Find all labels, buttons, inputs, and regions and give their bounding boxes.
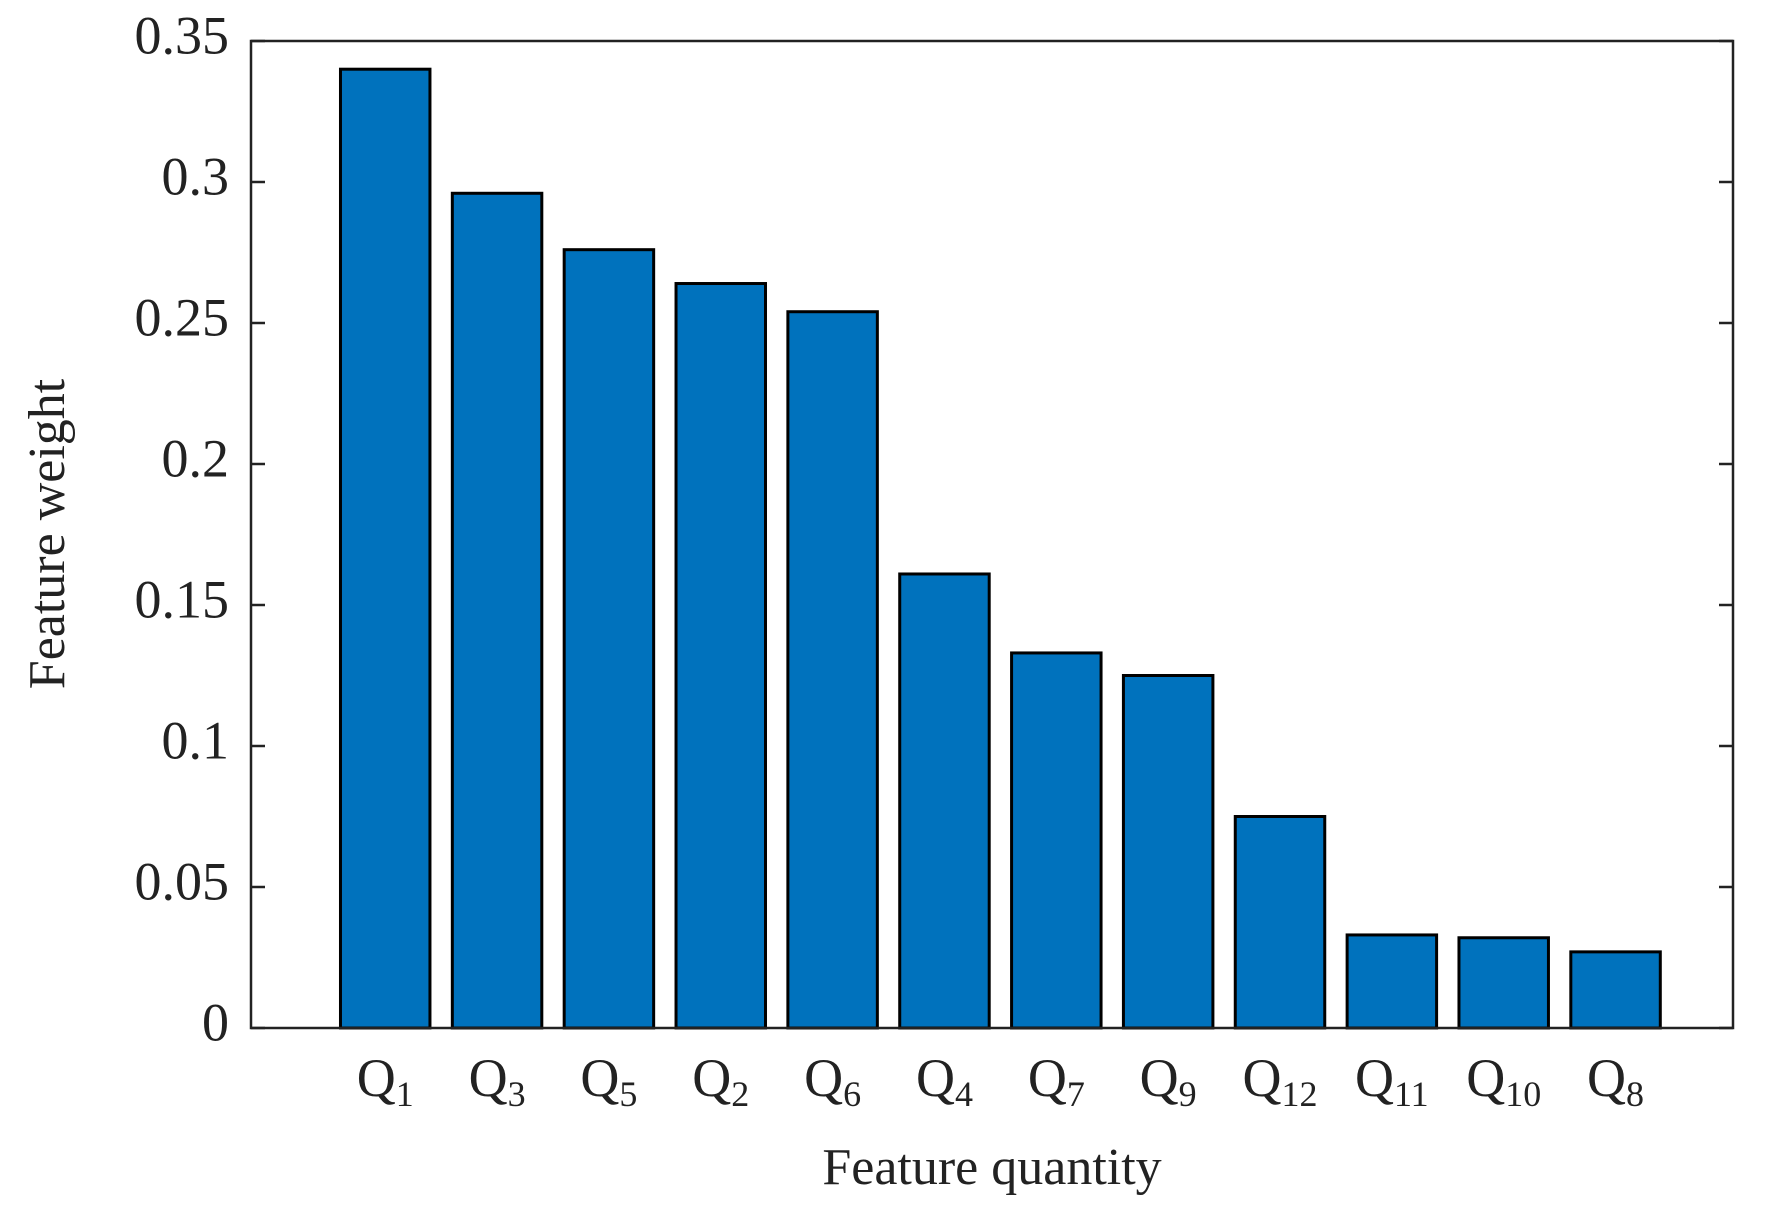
- x-tick-letter: Q: [1466, 1048, 1505, 1108]
- x-tick-subscript: 6: [843, 1074, 861, 1114]
- x-tick-letter: Q: [1140, 1048, 1179, 1108]
- bar: [450, 191, 544, 1030]
- x-tick-label: Q12: [1243, 1048, 1318, 1114]
- y-tick-label: 0: [202, 992, 229, 1052]
- x-tick-label: Q11: [1355, 1048, 1429, 1114]
- y-tick-label: 0.1: [162, 710, 230, 770]
- x-tick-label: Q10: [1466, 1048, 1541, 1114]
- x-tick-letter: Q: [1243, 1048, 1282, 1108]
- x-tick-letter: Q: [469, 1048, 508, 1108]
- bar: [1569, 950, 1662, 1030]
- x-tick-letter: Q: [916, 1048, 955, 1108]
- x-tick-subscript: 5: [619, 1074, 637, 1114]
- x-tick-label: Q6: [804, 1048, 861, 1114]
- x-tick-label: Q7: [1028, 1048, 1085, 1114]
- x-tick-subscript: 2: [731, 1074, 749, 1114]
- x-tick-letter: Q: [580, 1048, 619, 1108]
- y-tick-label: 0.05: [135, 851, 230, 911]
- bar: [562, 248, 656, 1030]
- x-tick-label: Q2: [692, 1048, 749, 1114]
- x-tick-letter: Q: [1587, 1048, 1626, 1108]
- x-tick-subscript: 12: [1282, 1074, 1318, 1114]
- bar: [1345, 933, 1439, 1030]
- plot-frame: [249, 39, 1735, 1030]
- x-tick-subscript: 1: [396, 1074, 414, 1114]
- x-tick-subscript: 9: [1179, 1074, 1197, 1114]
- x-tick-label: Q4: [916, 1048, 973, 1114]
- x-tick-subscript: 4: [955, 1074, 973, 1114]
- x-tick-subscript: 10: [1505, 1074, 1541, 1114]
- x-tick-letter: Q: [1355, 1048, 1394, 1108]
- x-tick-label: Q5: [580, 1048, 637, 1114]
- bar: [1233, 815, 1327, 1030]
- y-tick-label: 0.3: [162, 146, 230, 206]
- x-tick-label: Q1: [357, 1048, 414, 1114]
- x-tick-label: Q3: [469, 1048, 526, 1114]
- x-tick-label: Q8: [1587, 1048, 1644, 1114]
- bar: [1010, 651, 1103, 1030]
- x-tick-letter: Q: [692, 1048, 731, 1108]
- bar: [898, 572, 991, 1030]
- y-tick-label: 0.2: [162, 428, 230, 488]
- y-tick-label: 0.35: [135, 5, 230, 65]
- bar: [1457, 936, 1550, 1030]
- bar: [674, 282, 768, 1030]
- bar: [1121, 674, 1215, 1030]
- x-tick-subscript: 11: [1394, 1074, 1429, 1114]
- x-tick-letter: Q: [804, 1048, 843, 1108]
- x-tick-subscript: 3: [508, 1074, 526, 1114]
- y-tick-label: 0.15: [135, 569, 230, 629]
- x-tick-letter: Q: [357, 1048, 396, 1108]
- x-tick-subscript: 7: [1067, 1074, 1085, 1114]
- x-tick-label: Q9: [1140, 1048, 1197, 1114]
- x-tick-letter: Q: [1028, 1048, 1067, 1108]
- y-axis-label: Feature weight: [19, 378, 76, 689]
- bar: [338, 67, 432, 1030]
- x-axis-label: Feature quantity: [822, 1139, 1161, 1196]
- bar: [786, 310, 879, 1030]
- y-tick-label: 0.25: [135, 287, 230, 347]
- x-tick-subscript: 8: [1626, 1074, 1644, 1114]
